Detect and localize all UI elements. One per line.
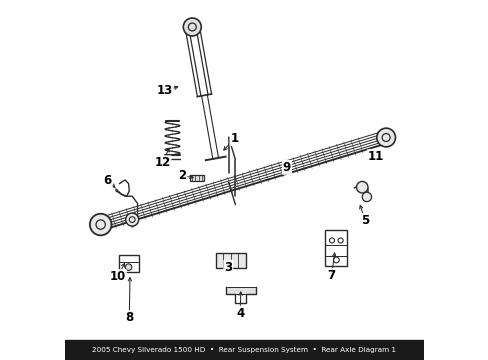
Bar: [215, 253, 245, 268]
Text: 7: 7: [327, 269, 335, 282]
Circle shape: [183, 18, 201, 36]
Text: 2: 2: [178, 169, 186, 182]
Circle shape: [376, 128, 395, 147]
Circle shape: [90, 214, 111, 235]
Text: 10: 10: [109, 270, 125, 283]
Bar: [64, 340, 424, 360]
Circle shape: [356, 181, 367, 193]
Text: 2005 Chevy Silverado 1500 HD  •  Rear Suspension System  •  Rear Axle Diagram 1: 2005 Chevy Silverado 1500 HD • Rear Susp…: [92, 347, 396, 353]
Bar: [325, 230, 346, 266]
Text: 9: 9: [282, 161, 290, 174]
Text: 13: 13: [156, 84, 172, 97]
Circle shape: [362, 192, 371, 202]
Bar: [118, 255, 139, 272]
Text: 5: 5: [360, 214, 368, 227]
Text: 12: 12: [154, 156, 170, 169]
Text: 3: 3: [224, 261, 232, 274]
Circle shape: [125, 213, 139, 226]
Text: 11: 11: [367, 150, 383, 163]
Text: 6: 6: [103, 174, 112, 187]
Text: 1: 1: [230, 132, 238, 145]
Text: 8: 8: [125, 311, 133, 324]
Circle shape: [125, 264, 132, 270]
Bar: [225, 287, 256, 294]
Text: 4: 4: [236, 307, 244, 320]
Bar: [190, 175, 203, 181]
